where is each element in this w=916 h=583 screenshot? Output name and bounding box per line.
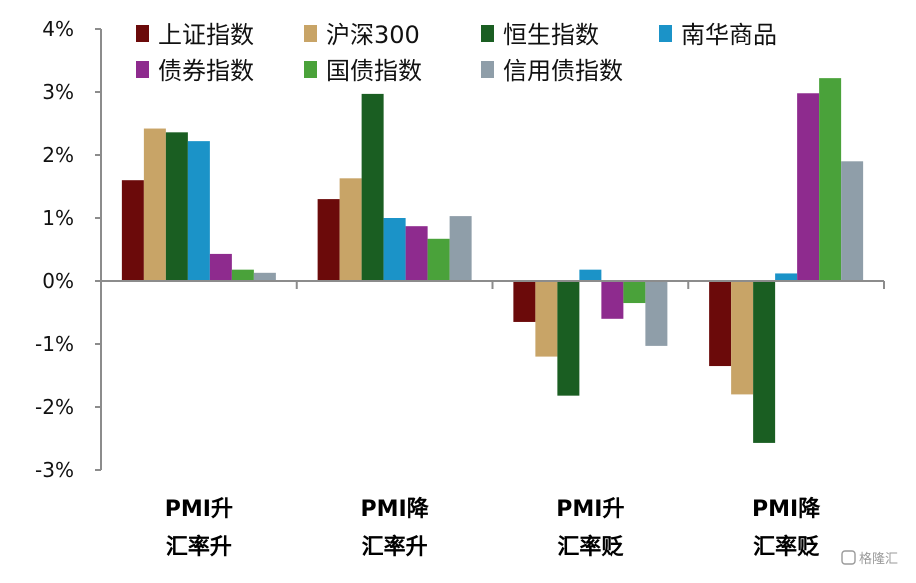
bar <box>645 281 668 346</box>
legend-swatch <box>304 25 317 42</box>
x-category-label-line2: 汇率升 <box>362 534 428 560</box>
y-tick-label: 0% <box>42 269 74 293</box>
y-tick-label: -1% <box>35 332 74 356</box>
bars <box>121 78 864 443</box>
legend-label: 南华商品 <box>681 21 777 49</box>
bar <box>449 216 472 281</box>
bar <box>579 269 602 281</box>
bar <box>797 93 820 281</box>
bar <box>383 218 406 281</box>
y-tick-label: 4% <box>42 17 74 41</box>
bar <box>187 141 210 281</box>
x-category-label-line1: PMI降 <box>361 497 430 522</box>
bar <box>165 132 188 281</box>
watermark: 格隆汇 <box>841 550 898 567</box>
bar <box>361 93 384 281</box>
bar <box>513 281 536 322</box>
y-tick-label: 1% <box>42 206 74 230</box>
bar <box>623 281 646 304</box>
watermark-text: 格隆汇 <box>859 551 898 567</box>
bar <box>209 253 232 281</box>
bar <box>819 78 842 281</box>
bar <box>557 281 580 396</box>
legend-label: 信用债指数 <box>503 57 623 85</box>
legend-swatch <box>481 61 494 78</box>
legend-swatch <box>304 61 317 78</box>
watermark-logo-icon <box>841 550 856 565</box>
y-tick-label: 2% <box>42 143 74 167</box>
bar <box>841 161 864 281</box>
legend-swatch <box>659 25 672 42</box>
legend-label: 沪深300 <box>326 21 420 49</box>
bar <box>253 272 276 281</box>
legend-swatch <box>136 61 149 78</box>
bar <box>121 180 144 281</box>
x-category-label-line1: PMI升 <box>556 497 624 522</box>
x-category-label-line2: 汇率贬 <box>557 534 623 560</box>
legend-label: 上证指数 <box>158 21 254 49</box>
bar <box>339 178 362 281</box>
bar <box>231 269 254 281</box>
bar <box>731 281 754 395</box>
bar <box>601 281 624 319</box>
x-category-label-line2: 汇率升 <box>166 534 232 560</box>
y-tick-label: -2% <box>35 395 74 419</box>
y-tick-label: -3% <box>35 458 74 482</box>
bar <box>709 281 732 367</box>
legend-swatch <box>136 25 149 42</box>
legend-swatch <box>481 25 494 42</box>
x-category-label-line2: 汇率贬 <box>753 534 819 560</box>
legend-label: 债券指数 <box>158 57 254 85</box>
y-axis: 4% 3% 2% 1% 0% -1% -2% -3% <box>35 17 102 482</box>
bar <box>535 281 558 357</box>
y-tick-label: 3% <box>42 80 74 104</box>
bar <box>427 238 450 281</box>
legend-label: 国债指数 <box>326 57 422 85</box>
x-category-label-line1: PMI降 <box>752 497 821 522</box>
bar <box>775 273 798 281</box>
bar <box>753 281 776 443</box>
bar <box>405 226 428 281</box>
x-category-label-line1: PMI升 <box>165 497 233 522</box>
bar <box>317 199 340 281</box>
legend-label: 恒生指数 <box>503 21 599 49</box>
bar <box>143 128 166 281</box>
